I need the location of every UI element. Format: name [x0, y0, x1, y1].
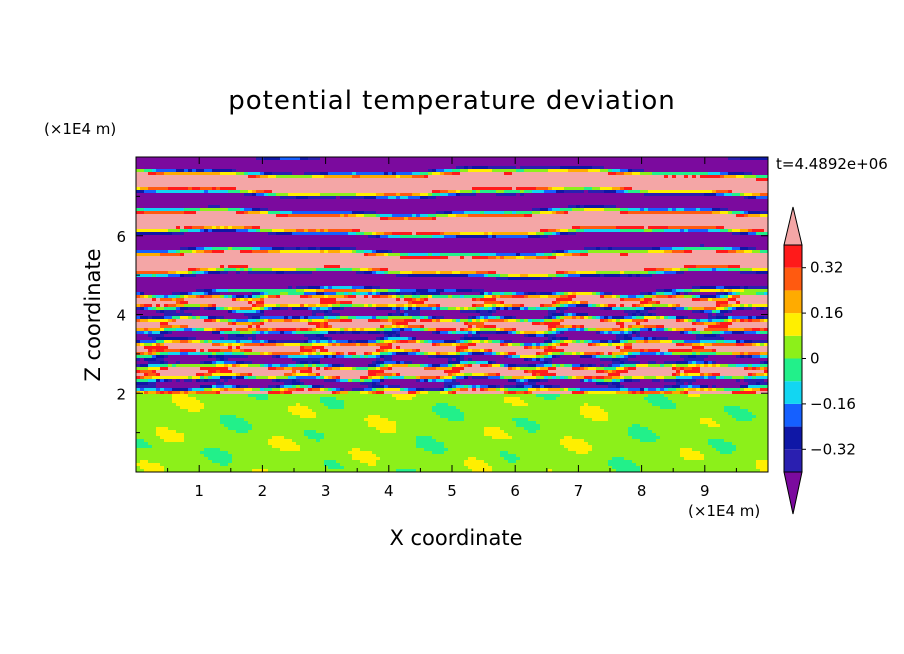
colorbar-swatch: [784, 358, 802, 382]
x-tick-label: 2: [258, 482, 268, 500]
colorbar-swatch: [784, 449, 802, 472]
contour-field: [136, 157, 768, 472]
x-tick-label: 1: [194, 482, 204, 500]
y-tick-label: 4: [116, 307, 126, 325]
y-tick-label: 6: [116, 228, 126, 246]
colorbar-tick-label: −0.16: [810, 395, 856, 413]
colorbar-swatch: [784, 245, 802, 268]
contour-cells: [136, 157, 768, 472]
colorbar-tick-label: 0: [810, 350, 820, 368]
x-tick-label: 9: [700, 482, 710, 500]
z-axis-unit-label: (×1E4 m): [44, 120, 117, 138]
colorbar-tick-label: 0.32: [810, 259, 843, 277]
colorbar-lower-extension: [783, 471, 803, 515]
x-tick-label: 7: [574, 482, 584, 500]
colorbar-swatch: [784, 335, 802, 359]
x-axis-label: X coordinate: [389, 526, 523, 550]
colorbar-swatch: [784, 381, 802, 404]
x-tick-label: 8: [637, 482, 647, 500]
x-tick-label: 6: [510, 482, 520, 500]
x-tick-label: 5: [447, 482, 457, 500]
colorbar-tick-label: 0.16: [810, 304, 843, 322]
colorbar-upper-extension: [783, 206, 803, 246]
y-tick-label: 2: [116, 385, 126, 403]
colorbar-swatch: [784, 403, 802, 427]
plot-axes: 1 2 3 4 5 6 7 8 9 2 4 6: [116, 156, 769, 500]
chart-title: potential temperature deviation: [228, 86, 676, 116]
x-tick-label: 3: [321, 482, 331, 500]
colorbar: 0.32 0.16 0 −0.16 −0.32: [783, 206, 856, 515]
time-label: t=4.4892e+06: [776, 155, 888, 173]
x-tick-label: 4: [384, 482, 394, 500]
colorbar-swatch: [784, 426, 802, 450]
x-axis-unit-label: (×1E4 m): [688, 502, 761, 520]
colorbar-tick-label: −0.32: [810, 440, 856, 458]
y-axis-label: Z coordinate: [81, 248, 105, 382]
colorbar-swatch: [784, 267, 802, 291]
colorbar-swatch: [784, 290, 802, 314]
colorbar-swatch: [784, 313, 802, 336]
